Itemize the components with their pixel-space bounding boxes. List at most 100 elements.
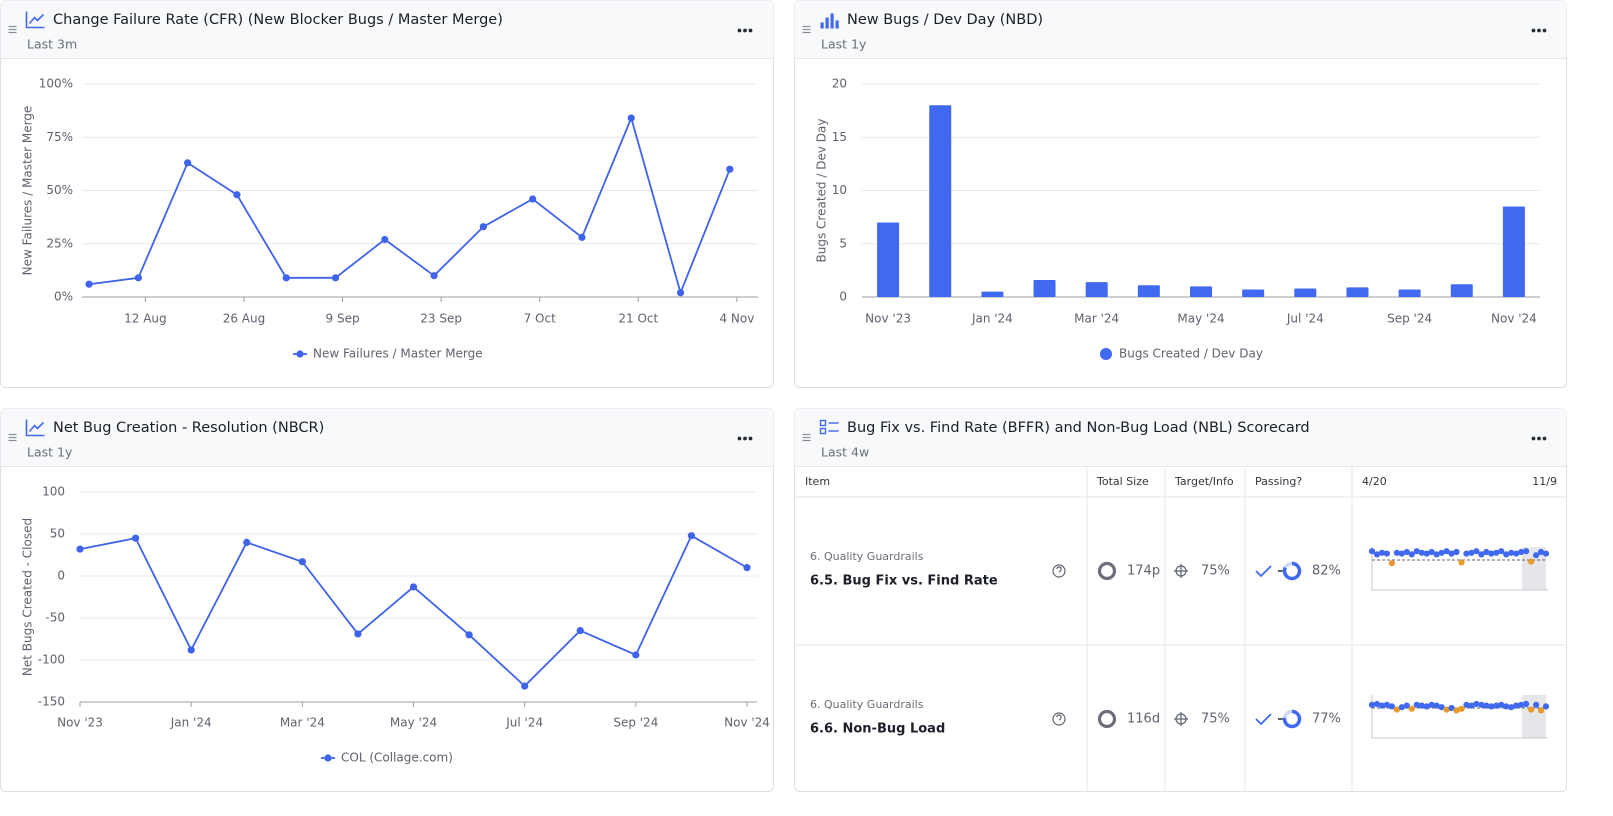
y-tick-label: 20 — [832, 77, 847, 91]
sparkline-point — [1453, 548, 1460, 556]
data-point — [409, 583, 418, 591]
line-chart-icon — [28, 13, 45, 25]
menu-button[interactable] — [743, 28, 747, 33]
sparkline-point — [1368, 701, 1376, 708]
column-header: 4/20 — [1362, 475, 1387, 488]
line-chart-icon — [28, 421, 45, 433]
bar-chart-icon — [825, 17, 829, 29]
sparkline-point — [1518, 548, 1525, 556]
sparkline-point — [1483, 702, 1490, 709]
sparkline-point — [1518, 701, 1525, 708]
x-tick-label: 12 Aug — [124, 312, 167, 326]
scorecard-icon — [819, 427, 827, 435]
target: 75% — [1201, 712, 1230, 727]
sparkline-point — [1478, 701, 1485, 708]
data-point — [134, 274, 142, 282]
x-tick-label: 9 Sep — [326, 312, 360, 326]
data-point — [578, 233, 586, 241]
menu-button[interactable] — [737, 28, 742, 33]
sparkline-point — [1393, 706, 1400, 713]
sparkline-point — [1418, 549, 1425, 556]
column-header: Total Size — [1096, 475, 1149, 488]
sparkline-point — [1513, 702, 1520, 709]
sparkline-point — [1527, 558, 1535, 565]
legend-label: COL (Collage.com) — [341, 751, 453, 765]
bar — [877, 222, 900, 297]
sparkline-point — [1468, 549, 1475, 556]
y-tick-label: 100 — [42, 485, 65, 499]
menu-button[interactable] — [748, 28, 753, 33]
sparkline-point — [1388, 703, 1395, 710]
sparkline-point — [1523, 700, 1530, 708]
sparkline-point — [1453, 707, 1460, 714]
x-tick-label: Jan '24 — [170, 716, 212, 730]
legend-marker — [296, 350, 304, 358]
pass-check — [1255, 713, 1272, 726]
menu-button[interactable] — [1537, 436, 1541, 441]
help-icon[interactable] — [1052, 564, 1066, 578]
sparkline-point — [1532, 701, 1540, 708]
legend-label: Bugs Created / Dev Day — [1119, 347, 1263, 361]
help-icon[interactable] — [1052, 712, 1066, 726]
y-tick-label: -100 — [38, 653, 65, 667]
data-point — [687, 532, 696, 540]
menu-button[interactable] — [748, 436, 753, 441]
menu-button[interactable] — [743, 436, 747, 441]
x-tick-label: Jan '24 — [971, 312, 1013, 326]
y-tick-label: 0 — [57, 569, 65, 583]
sparkline-point — [1458, 705, 1465, 712]
menu-button[interactable] — [737, 436, 742, 441]
bar-chart-icon — [820, 22, 824, 29]
sparkline-point — [1378, 549, 1386, 556]
sparkline-point — [1503, 703, 1510, 710]
target-icon — [1174, 712, 1188, 726]
y-axis-label: Net Bugs Created - Closed — [21, 518, 35, 676]
data-point — [676, 289, 685, 297]
x-tick-label: Mar '24 — [1074, 312, 1119, 326]
menu-button[interactable] — [1531, 28, 1536, 33]
passing-ring — [1282, 561, 1302, 581]
data-point — [576, 627, 584, 635]
y-tick-label: 50% — [46, 183, 73, 197]
sparkline-point — [1493, 549, 1500, 556]
scorecard-icon — [819, 419, 827, 427]
passing: 77% — [1312, 712, 1341, 727]
data-point — [354, 630, 362, 638]
menu-button[interactable] — [1542, 28, 1547, 33]
y-tick-label: 10 — [832, 183, 847, 197]
column-header: 11/9 — [1532, 475, 1557, 488]
sparkline-point — [1438, 549, 1445, 556]
sparkline-point — [1508, 704, 1515, 711]
menu-button[interactable] — [1531, 436, 1536, 441]
data-point — [298, 558, 306, 566]
sparkline-axis — [1371, 695, 1548, 739]
sparkline-point — [1498, 548, 1505, 555]
sparkline-point — [1418, 702, 1425, 709]
sparkline-point — [1498, 701, 1505, 708]
data-point — [726, 165, 734, 173]
data-point — [184, 159, 192, 167]
sparkline-point — [1463, 550, 1470, 557]
bar — [1033, 279, 1056, 297]
panel-header — [794, 0, 1567, 59]
legend-label: New Failures / Master Merge — [313, 347, 483, 361]
sparkline-point — [1523, 548, 1530, 555]
sparkline-point — [1398, 550, 1405, 557]
menu-button[interactable] — [1542, 436, 1547, 441]
sparkline-point — [1463, 701, 1470, 708]
data-point — [331, 274, 340, 282]
y-tick-label: 25% — [46, 236, 73, 250]
total-size: 174p — [1127, 564, 1160, 579]
sparkline-point — [1443, 548, 1450, 555]
legend-marker — [1100, 348, 1112, 360]
data-point — [381, 235, 389, 244]
bar — [929, 105, 952, 297]
menu-button[interactable] — [1537, 28, 1541, 33]
bar — [1398, 289, 1421, 297]
data-point — [233, 191, 241, 199]
sparkline-point — [1373, 551, 1381, 558]
item-group: 6. Quality Guardrails — [810, 550, 924, 563]
x-tick-label: 21 Oct — [618, 312, 658, 326]
x-tick-label: Nov '23 — [865, 312, 911, 326]
